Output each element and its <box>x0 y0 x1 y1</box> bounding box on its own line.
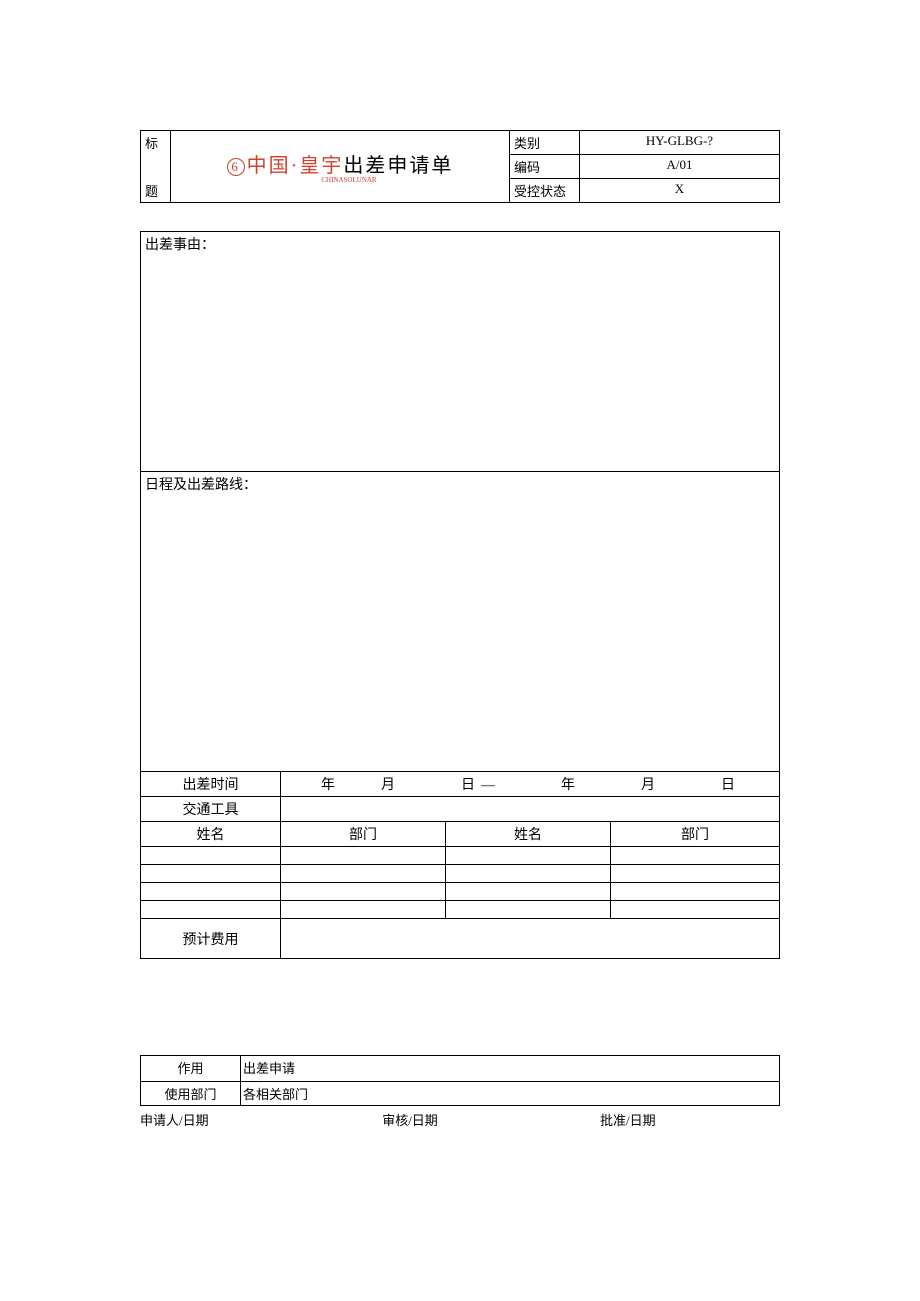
table-cell[interactable] <box>611 901 780 919</box>
table-cell[interactable] <box>281 883 446 901</box>
time-value[interactable]: 年 月 日— 年 月 日 <box>281 772 780 797</box>
table-cell[interactable] <box>141 883 281 901</box>
person-header-0: 姓名 <box>141 822 281 847</box>
logo-cell: 6中国·皇宇出差申请单 CHINASOLUNAR <box>171 131 510 203</box>
person-header-2: 姓名 <box>446 822 611 847</box>
table-cell[interactable] <box>446 847 611 865</box>
logo-text: 6中国·皇宇出差申请单 <box>227 155 454 177</box>
footer-value-1: 各相关部门 <box>241 1082 780 1106</box>
table-cell[interactable] <box>446 883 611 901</box>
logo-symbol: 6 <box>227 158 245 176</box>
logo-sub-text: CHINASOLUNAR <box>193 176 505 184</box>
table-cell[interactable] <box>141 901 281 919</box>
table-cell[interactable] <box>611 883 780 901</box>
meta-value-0: HY-GLBG-? <box>580 131 780 155</box>
table-cell[interactable] <box>446 901 611 919</box>
footer-label-0: 作用 <box>141 1056 241 1082</box>
person-header-1: 部门 <box>281 822 446 847</box>
transport-label: 交通工具 <box>141 797 281 822</box>
meta-value-2: X <box>580 179 780 203</box>
footer-value-0: 出差申请 <box>241 1056 780 1082</box>
footer-label-1: 使用部门 <box>141 1082 241 1106</box>
meta-label-2: 受控状态 <box>510 179 580 203</box>
signature-row: 申请人/日期 审核/日期 批准/日期 <box>140 1110 780 1129</box>
table-cell[interactable] <box>281 847 446 865</box>
title-char-top: 标 <box>141 131 171 179</box>
meta-value-1: A/01 <box>580 155 780 179</box>
logo-red-text: 中国·皇宇 <box>247 155 344 177</box>
title-char-bot: 题 <box>141 179 171 203</box>
signature-review: 审核/日期 <box>320 1110 500 1129</box>
reason-cell[interactable]: 出差事由： <box>141 232 780 472</box>
cost-label: 预计费用 <box>141 919 281 959</box>
cost-value[interactable] <box>281 919 780 959</box>
footer-table: 作用 出差申请 使用部门 各相关部门 <box>140 1055 780 1106</box>
table-cell[interactable] <box>141 865 281 883</box>
table-cell[interactable] <box>446 865 611 883</box>
table-cell[interactable] <box>281 865 446 883</box>
table-cell[interactable] <box>611 847 780 865</box>
main-form-table: 出差事由： 日程及出差路线： 出差时间 年 月 日— 年 月 日 交通工具 姓名… <box>140 231 780 959</box>
signature-approve: 批准/日期 <box>500 1110 780 1129</box>
meta-label-0: 类别 <box>510 131 580 155</box>
table-cell[interactable] <box>281 901 446 919</box>
table-cell[interactable] <box>611 865 780 883</box>
transport-value[interactable] <box>281 797 780 822</box>
meta-label-1: 编码 <box>510 155 580 179</box>
route-cell[interactable]: 日程及出差路线： <box>141 472 780 772</box>
signature-applicant: 申请人/日期 <box>140 1110 320 1129</box>
person-header-3: 部门 <box>611 822 780 847</box>
time-label: 出差时间 <box>141 772 281 797</box>
logo-black-text: 出差申请单 <box>343 155 453 177</box>
table-cell[interactable] <box>141 847 281 865</box>
header-table: 标 6中国·皇宇出差申请单 CHINASOLUNAR 类别 HY-GLBG-? … <box>140 130 780 203</box>
